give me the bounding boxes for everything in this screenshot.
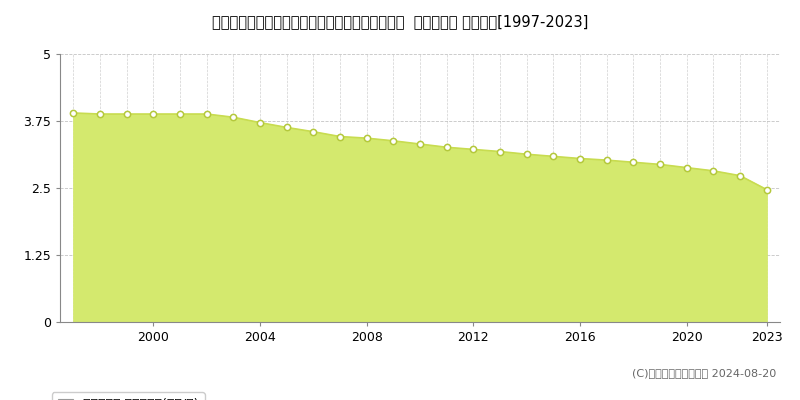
Text: 鳥取県八頭郡智頭町大字中原字餘小路１１４番１  基準地価格 地価推移[1997-2023]: 鳥取県八頭郡智頭町大字中原字餘小路１１４番１ 基準地価格 地価推移[1997-2…	[212, 14, 588, 29]
Legend: 基準地価格 平均坪単価(万円/坪): 基準地価格 平均坪単価(万円/坪)	[52, 392, 205, 400]
Text: (C)土地価格ドットコム 2024-08-20: (C)土地価格ドットコム 2024-08-20	[632, 368, 776, 378]
